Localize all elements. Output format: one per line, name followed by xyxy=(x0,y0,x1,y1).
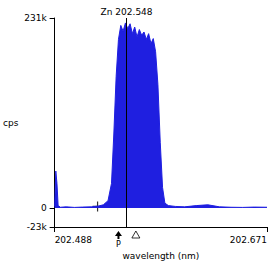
svg-text:P: P xyxy=(116,240,121,249)
svg-text:-23k: -23k xyxy=(27,222,48,232)
svg-text:202.671: 202.671 xyxy=(230,235,267,245)
svg-text:Zn 202.548: Zn 202.548 xyxy=(101,7,153,17)
svg-text:cps: cps xyxy=(3,118,19,128)
svg-text:202.488: 202.488 xyxy=(55,235,92,245)
svg-text:0: 0 xyxy=(41,203,47,213)
svg-text:wavelength (nm): wavelength (nm) xyxy=(122,251,199,261)
svg-text:231k: 231k xyxy=(24,13,47,23)
